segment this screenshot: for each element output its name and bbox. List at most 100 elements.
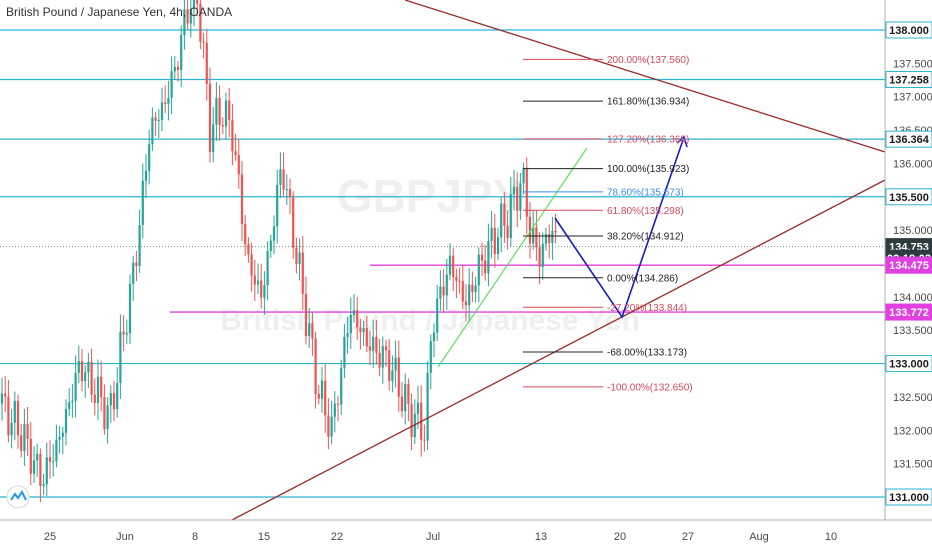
- upper-trendline[interactable]: [404, 0, 886, 153]
- candle-body: [528, 216, 532, 244]
- price-tag-box: [885, 21, 932, 39]
- price-tag-label: 137.258: [889, 75, 929, 87]
- candle-body: [74, 372, 77, 401]
- candle-body: [295, 247, 298, 264]
- candle-body: [269, 240, 272, 252]
- price-tag-box: [885, 488, 932, 506]
- candle-body: [333, 403, 336, 417]
- candle-body: [400, 396, 404, 412]
- candle-body: [48, 457, 52, 462]
- price-tag-label: 138.000: [889, 25, 929, 37]
- candle-body: [397, 357, 400, 397]
- candle-body: [391, 370, 394, 382]
- candle-body: [471, 284, 474, 292]
- candle-body: [362, 328, 365, 333]
- y-tick-label: 131.500: [893, 459, 932, 471]
- candle-body: [426, 372, 429, 441]
- fib-level-label: 161.80%(136.934): [607, 97, 689, 108]
- watermark-symbol: GBPJPY: [337, 170, 524, 222]
- candle-body: [384, 346, 388, 351]
- candle-body: [39, 453, 42, 486]
- candle-body: [13, 400, 16, 423]
- green-channel-line[interactable]: [437, 147, 588, 368]
- candle-body: [535, 227, 538, 248]
- x-tick-label: 15: [258, 531, 270, 543]
- fib-level-label: 78.60%(135.573): [607, 187, 684, 198]
- price-tags: 138.000137.258136.364135.500134.75302:18…: [885, 21, 932, 506]
- price-tag-label: 133.772: [889, 307, 929, 319]
- candle-body: [292, 196, 295, 248]
- candle-body: [10, 422, 13, 436]
- price-tag-box: [885, 256, 932, 274]
- candle-body: [55, 439, 58, 462]
- candle-body: [429, 341, 432, 373]
- candle-body: [487, 241, 490, 274]
- candle-body: [352, 310, 356, 316]
- candle-body: [224, 100, 228, 127]
- candle-body: [71, 400, 74, 403]
- plot-background: [0, 0, 885, 520]
- candle-body: [464, 301, 468, 306]
- candle-body: [266, 251, 269, 286]
- candle-body: [404, 383, 407, 412]
- candle-body: [196, 0, 199, 4]
- candle-body: [202, 41, 205, 43]
- candle-body: [141, 180, 144, 225]
- candle-body: [538, 247, 541, 267]
- candle-body: [96, 376, 100, 403]
- candle-body: [138, 224, 141, 266]
- candle-body: [554, 230, 557, 233]
- candle-body: [90, 361, 93, 395]
- fib-level-label: -68.00%(133.173): [607, 348, 687, 359]
- candle-body: [480, 254, 484, 261]
- y-tick-label: 137.000: [893, 92, 932, 104]
- y-tick-label: 132.500: [893, 392, 932, 404]
- candle-body: [327, 415, 330, 437]
- candle-body: [381, 346, 384, 368]
- candle-body: [87, 361, 90, 373]
- x-tick-label: 10: [825, 531, 837, 543]
- candle-body: [436, 298, 439, 333]
- candle-body: [461, 281, 464, 302]
- candle-body: [61, 432, 64, 437]
- candle-body: [445, 274, 448, 296]
- candle-body: [125, 333, 128, 335]
- candle-body: [32, 460, 36, 474]
- candle-body: [106, 405, 109, 430]
- candle-body: [432, 332, 436, 342]
- candle-body: [506, 225, 509, 238]
- projection-path[interactable]: [554, 139, 684, 319]
- chart-title: British Pound / Japanese Yen, 4h, OANDA: [6, 5, 232, 19]
- candle-body: [368, 346, 372, 351]
- candle-body: [448, 255, 452, 275]
- candle-body: [317, 394, 320, 399]
- candle-body: [496, 237, 500, 255]
- candle-body: [64, 408, 68, 433]
- candle-body: [135, 262, 138, 266]
- fibonacci-extension[interactable]: 200.00%(137.560) 161.80%(136.934) 127.20%(…: [523, 55, 693, 394]
- candle-body: [474, 285, 477, 292]
- trend-drawings[interactable]: [231, 0, 886, 521]
- price-tag-box: [885, 355, 932, 373]
- candle-body: [484, 260, 487, 274]
- tradingview-logo-icon[interactable]: [6, 485, 30, 509]
- price-tag-box: [885, 71, 932, 89]
- candle-body: [509, 194, 512, 238]
- candle-body: [77, 361, 80, 373]
- x-axis[interactable]: 25 Jun 8 15 22 Jul 13 20 27 Aug 10: [44, 531, 837, 543]
- candle-body: [311, 323, 314, 339]
- fib-level-label: 200.00%(137.560): [607, 55, 689, 66]
- candle-body: [199, 3, 202, 42]
- candle-body: [532, 227, 535, 244]
- candle-body: [160, 102, 164, 120]
- candle-body: [42, 484, 45, 486]
- candle-body: [16, 400, 20, 436]
- candle-body: [314, 338, 317, 395]
- candle-body: [256, 280, 260, 285]
- price-tag-box: [885, 188, 932, 206]
- lower-trendline[interactable]: [231, 179, 886, 521]
- y-tick-label: 135.000: [893, 225, 932, 237]
- candle-body: [167, 97, 170, 104]
- fib-level-label: -27.20%(133.844): [607, 303, 687, 314]
